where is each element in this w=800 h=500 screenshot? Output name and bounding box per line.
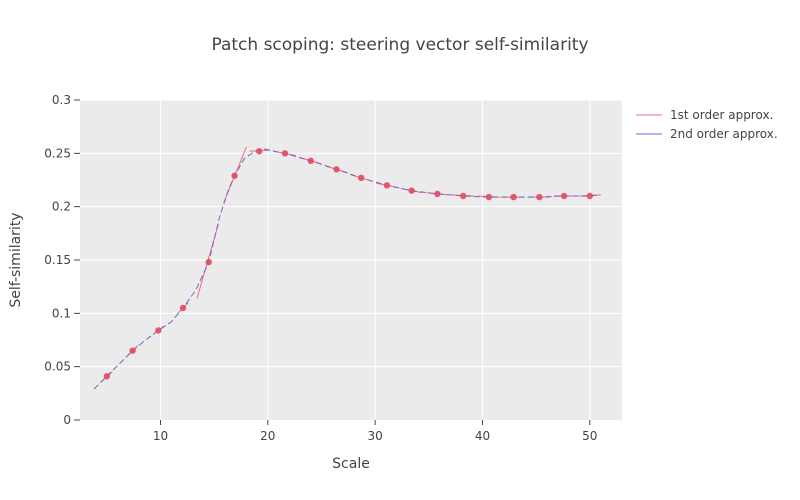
series-2 [93, 148, 601, 390]
data-point [179, 304, 187, 312]
data-point [307, 157, 314, 164]
data-point [560, 192, 568, 200]
y-tick-label: 0.3 [52, 93, 71, 107]
series-line-segment [93, 148, 601, 390]
x-tick-label: 10 [153, 429, 168, 443]
x-tick-label: 40 [475, 429, 490, 443]
data-point [536, 193, 543, 201]
data-point [205, 258, 212, 266]
data-point [333, 166, 340, 173]
data-point [408, 187, 415, 194]
x-axis-title: Scale [332, 456, 370, 472]
data-point [256, 148, 263, 155]
y-tick-label: 0.1 [52, 306, 71, 320]
data-point [459, 192, 467, 200]
data-point [357, 174, 365, 182]
data-points [103, 148, 594, 380]
data-point [155, 327, 162, 334]
legend: 1st order approx. 2nd order approx. [636, 108, 778, 141]
data-point [434, 190, 441, 198]
y-tick-label: 0.05 [44, 360, 71, 374]
data-point [586, 192, 594, 200]
y-tick-label: 0 [63, 413, 71, 427]
data-point [103, 373, 111, 380]
x-tick-label: 20 [260, 429, 275, 443]
legend-label-1st-order[interactable]: 1st order approx. [670, 108, 773, 122]
grid-lines [80, 99, 622, 420]
data-point [231, 172, 238, 179]
x-tick-label: 50 [582, 429, 597, 443]
chart-title: Patch scoping: steering vector self-simi… [211, 35, 588, 55]
data-point [485, 193, 493, 201]
data-point [281, 150, 289, 157]
legend-label-2nd-order[interactable]: 2nd order approx. [670, 127, 778, 141]
data-point [383, 182, 391, 189]
data-point [129, 347, 136, 354]
y-tick-label: 0.15 [44, 253, 71, 267]
y-tick-label: 0.25 [44, 146, 71, 160]
x-tick-label: 30 [368, 429, 383, 443]
y-tick-label: 0.2 [52, 200, 71, 214]
data-point [510, 193, 517, 201]
y-axis-title: Self-similarity [8, 212, 24, 307]
axes: 0 0.05 0.1 0.15 0.2 0.25 0.3 10 20 30 40 50 [44, 93, 597, 443]
